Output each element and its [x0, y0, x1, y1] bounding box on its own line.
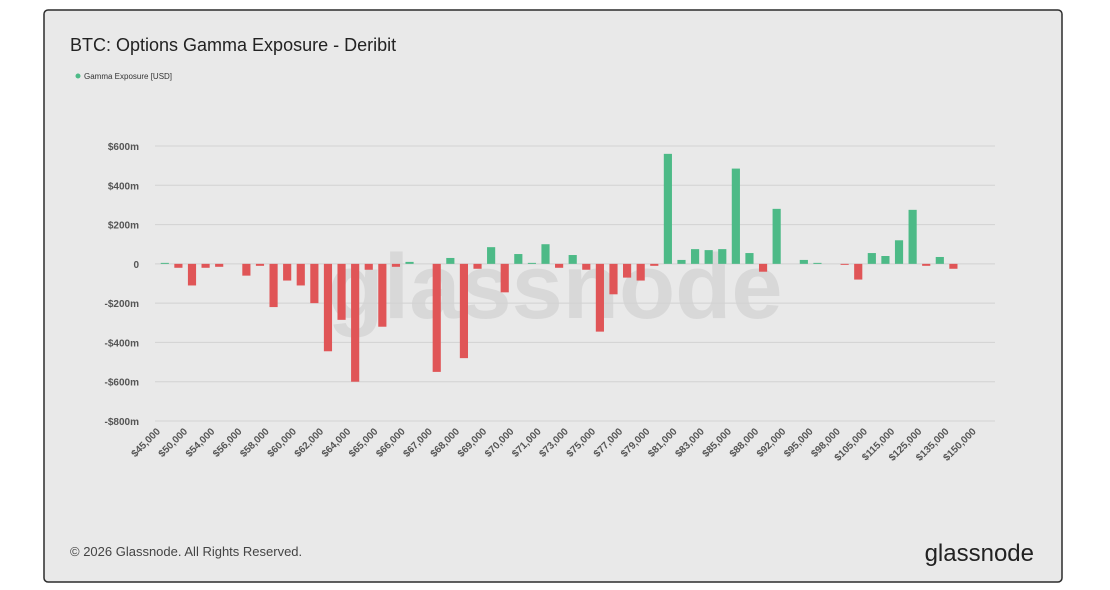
bar [650, 263, 659, 266]
bar [908, 209, 917, 264]
bar [391, 263, 401, 267]
bar [323, 263, 333, 352]
bar [351, 263, 360, 382]
bar [269, 263, 278, 308]
bar [731, 168, 740, 264]
bar [690, 249, 700, 264]
bar [663, 153, 672, 264]
bar [704, 250, 713, 264]
bar [405, 261, 414, 264]
legend-marker [75, 73, 81, 79]
y-tick-label: -$200m [105, 299, 140, 310]
bar [432, 263, 441, 372]
y-tick-label: $400m [108, 181, 139, 192]
bar [854, 263, 863, 280]
chart-title: BTC: Options Gamma Exposure - Deribit [70, 35, 396, 55]
bar [799, 259, 808, 264]
bar [310, 263, 319, 304]
bar [160, 262, 169, 264]
bar [922, 263, 931, 266]
bar [840, 263, 849, 265]
bar [758, 263, 768, 272]
bar [745, 253, 754, 264]
bar [337, 263, 346, 320]
bar [623, 263, 632, 278]
bar [296, 263, 305, 286]
watermark: glassnode [327, 236, 782, 338]
bar [636, 263, 645, 281]
y-tick-label: $600m [108, 142, 139, 153]
bar [894, 240, 904, 264]
bar [242, 263, 251, 276]
y-tick-label: $200m [108, 221, 139, 232]
legend-label: Gamma Exposure [USD] [84, 72, 172, 81]
bar [378, 263, 387, 327]
footer: © 2026 Glassnode. All Rights Reserved. [70, 544, 302, 559]
bar [949, 263, 958, 269]
bar [514, 254, 523, 264]
card [43, 9, 1063, 583]
bar [283, 263, 292, 281]
bar [772, 208, 781, 264]
bar [867, 253, 876, 264]
bar [446, 257, 455, 264]
bar [718, 249, 727, 264]
bar [582, 263, 591, 270]
y-tick-label: -$400m [105, 338, 140, 349]
bar [555, 263, 564, 268]
bar [364, 263, 373, 270]
bar [459, 263, 469, 359]
bar [201, 263, 210, 268]
y-tick-label: -$600m [105, 378, 140, 389]
bar [541, 244, 550, 264]
bar [187, 263, 197, 286]
bar [527, 262, 536, 264]
y-tick-label: 0 [133, 260, 139, 271]
bar [215, 263, 224, 267]
y-tick-label: -$800m [105, 417, 140, 428]
bar [813, 262, 822, 264]
logo: glassnode [925, 540, 1034, 567]
bar [255, 263, 265, 266]
bar [881, 256, 890, 264]
bar [473, 263, 482, 269]
bar [568, 255, 577, 264]
bar [935, 256, 944, 264]
bar [609, 263, 618, 295]
bar [500, 263, 509, 293]
bar [595, 263, 604, 332]
bar [487, 247, 496, 264]
bar [174, 263, 183, 268]
bar [677, 259, 686, 264]
